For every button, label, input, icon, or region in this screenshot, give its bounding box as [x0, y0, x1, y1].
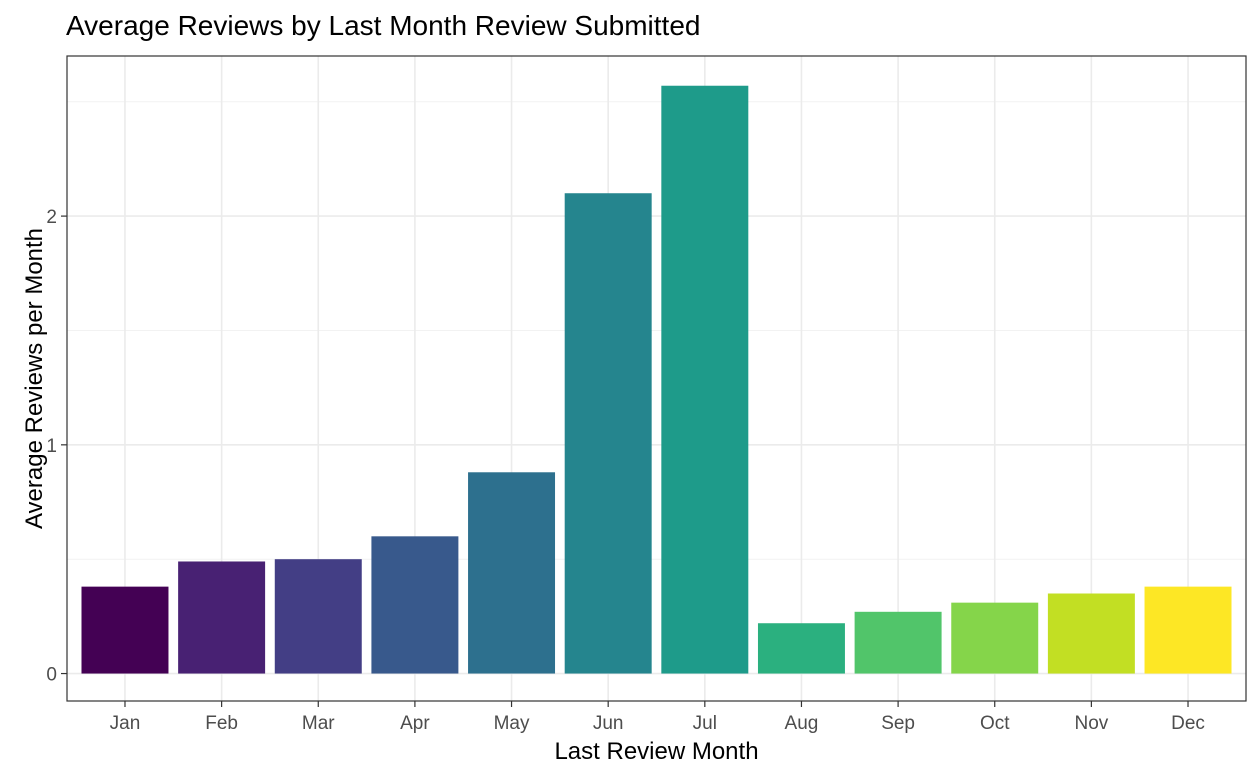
- x-tick-label: Feb: [205, 713, 238, 734]
- bar-jul: [661, 85, 749, 674]
- x-tick-label: Jan: [110, 713, 141, 734]
- x-tick-label: Apr: [400, 713, 430, 734]
- y-axis-title: Average Reviews per Month: [21, 228, 48, 529]
- x-tick-label: Sep: [881, 713, 915, 734]
- x-tick-label: Jul: [693, 713, 717, 734]
- x-axis-title: Last Review Month: [554, 738, 758, 765]
- bar-dec: [1144, 586, 1232, 674]
- x-axis: Jan Feb Mar Apr May Jun Jul Aug Sep Oct Nov Dec: [110, 701, 1205, 734]
- bar-feb: [178, 561, 266, 674]
- x-tick-label: Dec: [1171, 713, 1205, 734]
- y-axis: 0 1 2: [46, 207, 67, 686]
- chart-title: Average Reviews by Last Month Review Sub…: [66, 10, 700, 41]
- bar-jan: [81, 586, 169, 674]
- x-tick-label: Jun: [593, 713, 624, 734]
- bar-aug: [757, 623, 845, 674]
- x-tick-label: Nov: [1074, 713, 1108, 734]
- x-tick-label: Mar: [302, 713, 335, 734]
- bar-nov: [1047, 593, 1135, 674]
- bar-jun: [564, 193, 652, 674]
- x-tick-label: Aug: [785, 713, 819, 734]
- x-tick-label: Oct: [980, 713, 1010, 734]
- bar-may: [468, 472, 556, 674]
- bar-sep: [854, 611, 942, 674]
- y-tick-label: 1: [46, 436, 57, 457]
- y-tick-label: 2: [46, 207, 57, 228]
- bar-apr: [371, 536, 459, 674]
- plot-panel-border: [66, 55, 1247, 702]
- bar-mar: [274, 559, 362, 674]
- x-tick-label: May: [494, 713, 530, 734]
- y-tick-label: 0: [46, 665, 57, 686]
- bars: [81, 85, 1232, 674]
- bar-oct: [951, 602, 1039, 674]
